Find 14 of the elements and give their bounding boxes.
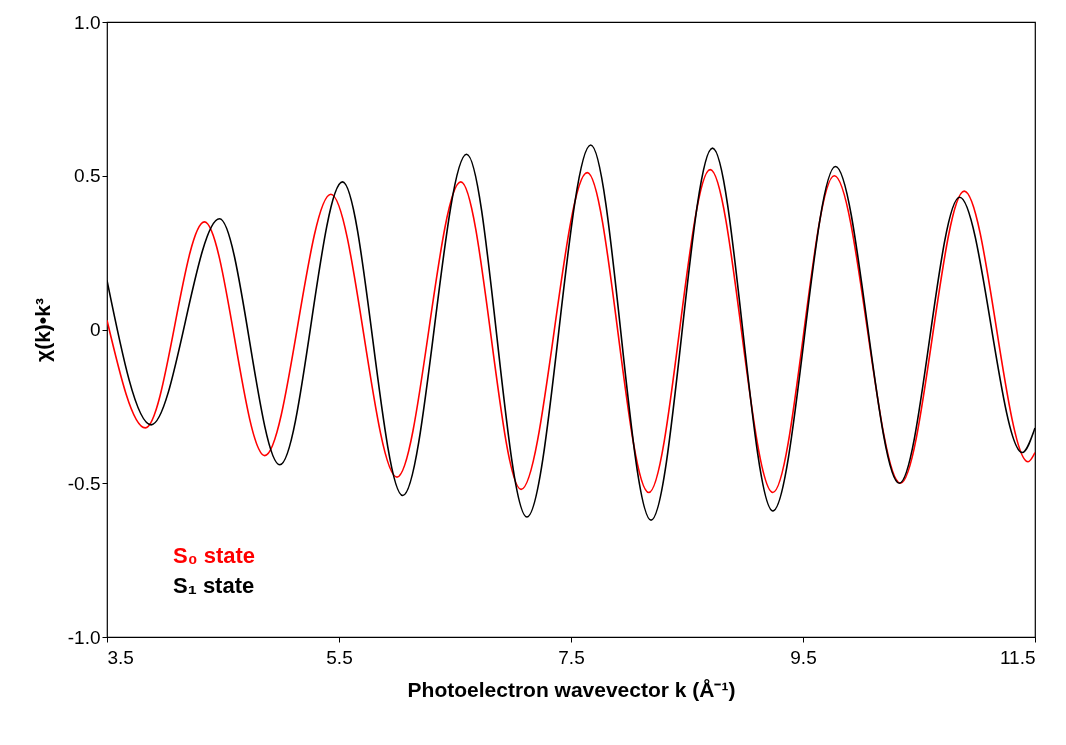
y-axis-title: χ(k)•k³ [30, 298, 54, 362]
y-tick-label: 1.0 [74, 11, 101, 33]
x-tick-label: 9.5 [790, 646, 817, 668]
x-tick-label: 5.5 [326, 646, 353, 668]
x-tick-label: 11.5 [999, 646, 1036, 668]
y-tick-label: -0.5 [67, 472, 101, 494]
y-tick-label: 0 [89, 319, 101, 340]
x-tick-label: 7.5 [558, 646, 585, 668]
text: S₁ state [173, 573, 255, 598]
y-tick-label: -1.0 [67, 626, 101, 648]
y-tick-label: 0.5 [74, 165, 101, 187]
x-tick-label: 3.5 [107, 646, 134, 668]
x-axis-title: Photoelectron wavevector k (Å⁻¹) [407, 677, 736, 701]
text: S₀ state [173, 543, 256, 568]
